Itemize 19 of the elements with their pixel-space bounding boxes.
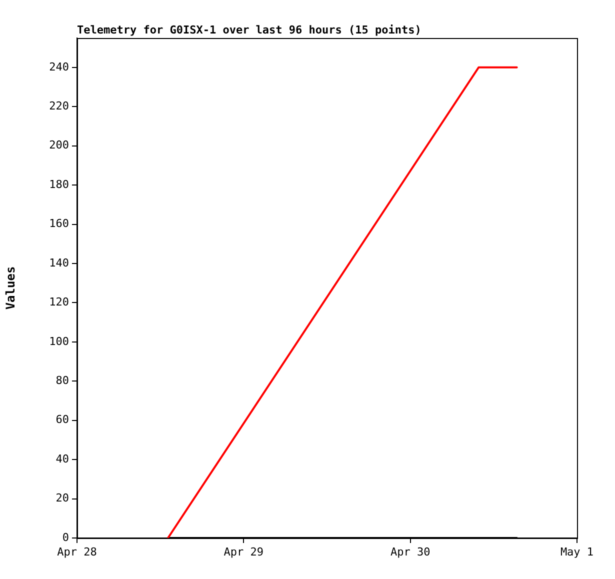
x-tick-label: May 1 xyxy=(560,545,594,558)
y-tick-label: 40 xyxy=(56,452,69,466)
y-tick-label: 240 xyxy=(49,60,69,74)
y-tick-label: 180 xyxy=(49,178,69,191)
x-tick-label: Apr 30 xyxy=(390,545,430,558)
x-tick-label: Apr 28 xyxy=(57,545,97,558)
x-tick-label: Apr 29 xyxy=(224,545,264,558)
y-tick-label: 140 xyxy=(49,256,69,270)
y-tick-label: 220 xyxy=(49,99,69,112)
y-tick-label: 120 xyxy=(49,296,69,309)
y-tick-label: 200 xyxy=(49,138,69,152)
y-tick-label: 160 xyxy=(49,217,69,230)
y-tick-label: 100 xyxy=(49,334,69,348)
y-tick-label: 20 xyxy=(56,492,69,505)
y-tick-label: 80 xyxy=(56,374,69,387)
chart-title: Telemetry for G0ISX-1 over last 96 hours (15 points) xyxy=(77,23,422,36)
y-tick-label: 60 xyxy=(56,413,69,426)
y-axis-title: Values xyxy=(3,266,18,310)
y-tick-label: 0 xyxy=(62,530,69,544)
